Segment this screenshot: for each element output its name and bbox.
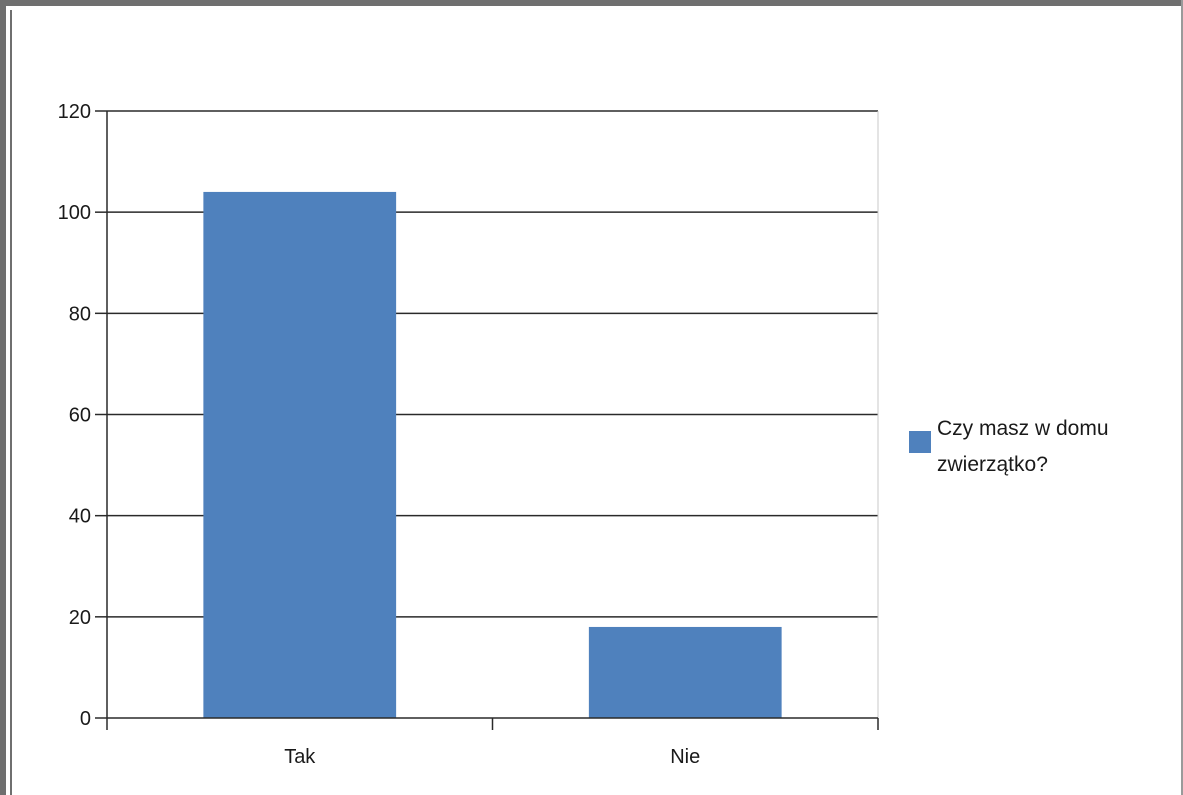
y-tick-label-120: 120 (58, 101, 91, 123)
bars (203, 191, 782, 718)
y-tick-label-80: 80 (69, 303, 91, 325)
legend-swatch (909, 431, 931, 453)
x-tick-label-tak: Tak (284, 746, 316, 768)
legend-label-line-1: Czy masz w domu (937, 417, 1109, 440)
x-tick-label-nie: Nie (670, 746, 700, 768)
y-tick-labels: 0 20 40 60 80 100 120 (58, 101, 91, 730)
bar-tak (203, 191, 397, 718)
legend: Czy masz w domu zwierzątko? (909, 417, 1109, 476)
frame-border-right (1181, 0, 1183, 795)
frame-border-top (0, 0, 1183, 6)
legend-label-line-2: zwierzątko? (937, 453, 1048, 476)
y-tick-label-100: 100 (58, 202, 91, 224)
bar-nie (588, 626, 782, 718)
x-tick-labels: Tak Nie (284, 746, 700, 768)
y-tick-label-20: 20 (69, 607, 91, 629)
y-tick-label-0: 0 (80, 708, 91, 730)
y-tick-label-60: 60 (69, 405, 91, 427)
axes (95, 110, 879, 730)
frame-border-inner-left (10, 10, 12, 795)
frame-border-left (0, 0, 6, 795)
y-tick-label-40: 40 (69, 506, 91, 528)
